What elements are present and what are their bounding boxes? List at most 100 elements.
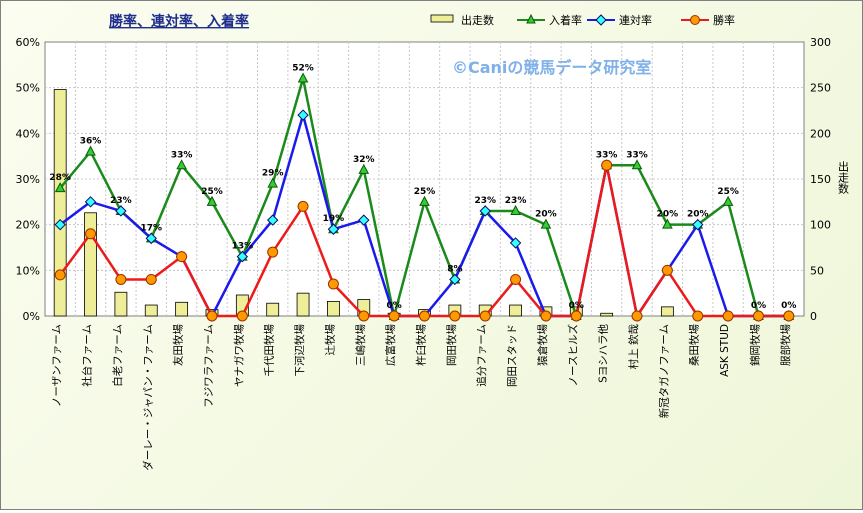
point [601,159,613,171]
point [145,273,157,285]
data-label: 0% [751,301,766,311]
y-tick-right: 50 [810,264,824,277]
x-tick-label: フジワラファーム [203,324,215,408]
point [631,159,643,170]
axis-layer: 0% 10% 20% 30% 40% 50% 60% 0 50 100 150 200 250 300 ノー… [16,36,831,471]
x-tick-label: ノーザンファーム [51,324,63,407]
x-tick-label: 杵臼牧場 [415,324,428,366]
legend-label: 入着率 [549,13,582,27]
data-label: 23% [474,196,496,206]
data-label: 29% [262,169,284,179]
point [752,310,764,322]
data-label: 28% [49,173,71,183]
y-tick-right: 200 [810,127,831,140]
data-label: 32% [353,155,375,165]
data-label: 0% [569,301,584,311]
legend-marker [690,15,700,25]
x-tick-label: 岡田スタッド [507,324,519,387]
data-label: 23% [110,196,132,206]
point [388,310,400,322]
data-label: 36% [80,137,102,147]
legend: 出走数 入着率 連対率 勝率 [430,13,735,27]
legend-marker [595,14,607,26]
x-tick-label: ダーレー・ジャパン・ファーム [141,324,154,471]
chart-title: 勝率、連対率、入着率 [109,13,249,30]
y-tick-left: 0% [23,310,40,323]
bar [53,89,67,317]
point [54,269,66,281]
legend-label: 連対率 [619,13,652,27]
point [449,310,461,322]
point [297,109,309,121]
point [510,273,522,285]
point [662,218,673,229]
x-tick-label: 辻牧場 [323,324,336,356]
point [176,251,188,263]
bar [266,302,280,317]
data-label: 0% [386,301,401,311]
data-label: 20% [535,210,557,220]
y-tick-right: 300 [810,36,831,49]
point [327,278,339,290]
bar [84,212,97,317]
x-tick-label: 三嶋牧場 [354,324,367,366]
legend-label: 出走数 [461,13,494,27]
legend-marker [526,13,536,24]
x-tick-label: 服部牧場 [779,324,792,366]
point [54,182,66,193]
x-tick-label: 村上 欽哉 [627,324,640,370]
bar [660,306,674,317]
data-label: 8% [447,264,462,274]
data-label: 20% [687,210,709,220]
watermark-text: ©Caniの競馬データ研究室 [452,58,651,77]
bar [175,301,189,317]
point [631,310,643,322]
x-tick-label: 広富牧場 [384,324,397,366]
x-tick-label: 猿倉牧場 [536,324,549,366]
bar [600,312,614,317]
x-tick-label: 追分ファーム [475,324,488,387]
x-tick-label: 錦岡牧場 [748,324,761,366]
point [570,310,582,322]
point [540,310,552,322]
y-tick-left: 40% [16,127,40,140]
point [358,310,370,322]
point [509,237,522,249]
x-tick-label: 桑田牧場 [688,324,701,366]
data-label: 0% [781,301,796,311]
point [84,196,97,208]
bar [144,304,158,317]
point [236,310,248,322]
label-layer: 28% 36% 23% 17% 33% 25% 13% 29% 52% 19% 32% 0% 25% 8%… [49,64,796,311]
y-tick-left: 30% [16,173,40,186]
x-tick-label: 千代田牧場 [263,324,276,377]
x-tick-label: Sヨシハラ他 [597,324,610,383]
legend-label: 勝率 [713,13,735,27]
data-label: 25% [201,187,223,197]
x-tick-label: 白老ファーム [111,324,124,387]
data-label: 25% [414,187,436,197]
y-tick-right: 100 [810,219,831,232]
data-label: 13% [232,242,254,252]
data-label: 23% [505,196,527,206]
point [327,223,340,235]
y-tick-right: 250 [810,82,831,95]
data-label: 17% [140,223,162,233]
point [115,273,127,285]
data-label: 20% [657,210,679,220]
point [479,205,491,217]
bar [114,291,128,317]
legend-swatch [430,14,454,23]
y-tick-left: 50% [16,82,40,95]
x-tick-label: ノースヒルズ [566,324,579,386]
data-label: 33% [626,150,648,160]
point [722,195,734,206]
point [692,218,704,231]
point [510,204,521,215]
y-tick-right: 150 [810,173,831,186]
point [206,195,218,206]
data-label: 19% [323,214,345,224]
data-label: 25% [717,187,739,197]
point [297,200,309,212]
